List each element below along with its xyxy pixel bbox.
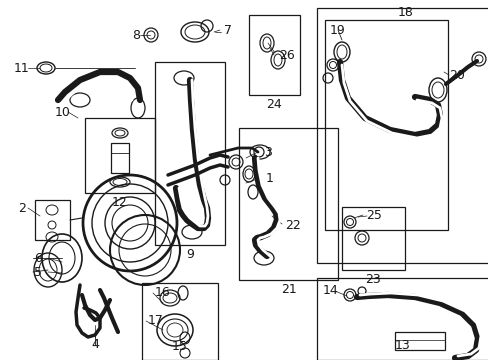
Text: 8: 8	[132, 28, 140, 41]
Bar	[316, 278, 488, 360]
Bar	[111, 143, 129, 173]
Text: 13: 13	[394, 339, 410, 352]
Text: 17: 17	[148, 314, 163, 327]
Text: 24: 24	[265, 98, 281, 111]
Bar	[239, 128, 337, 280]
Text: 14: 14	[323, 284, 338, 297]
Bar	[155, 62, 224, 245]
Text: 5: 5	[34, 266, 42, 279]
Text: 18: 18	[397, 6, 413, 19]
Text: 4: 4	[91, 338, 99, 351]
Text: 3: 3	[264, 145, 271, 158]
Text: 2: 2	[18, 202, 26, 215]
Text: 20: 20	[448, 68, 464, 81]
Text: 22: 22	[285, 219, 300, 231]
Text: 23: 23	[365, 273, 380, 286]
Text: 12: 12	[112, 196, 128, 209]
Text: 26: 26	[279, 49, 294, 62]
Bar	[341, 207, 404, 270]
Text: 10: 10	[55, 105, 71, 118]
Bar	[85, 118, 155, 193]
Text: 19: 19	[329, 24, 345, 37]
Text: 7: 7	[224, 23, 231, 36]
Text: 21: 21	[281, 283, 296, 296]
Bar	[35, 200, 70, 240]
Bar	[142, 283, 218, 360]
Text: 9: 9	[185, 248, 194, 261]
Text: 15: 15	[172, 340, 187, 353]
Text: 6: 6	[34, 252, 42, 265]
Text: 16: 16	[155, 285, 170, 298]
Text: 25: 25	[365, 208, 381, 221]
Text: 11: 11	[14, 62, 30, 75]
Bar	[325, 20, 447, 230]
Bar	[394, 332, 444, 350]
Text: 1: 1	[265, 171, 273, 185]
Bar	[248, 15, 299, 95]
Bar	[316, 8, 488, 263]
